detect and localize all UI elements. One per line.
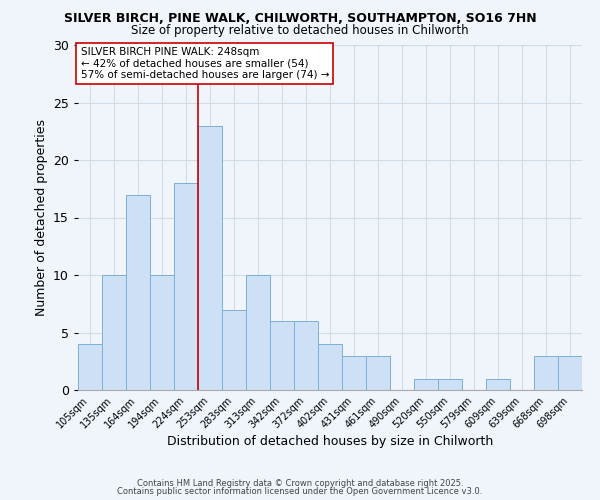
Bar	[246, 275, 270, 390]
Bar	[150, 275, 174, 390]
Text: Contains HM Land Registry data © Crown copyright and database right 2025.: Contains HM Land Registry data © Crown c…	[137, 478, 463, 488]
Bar	[198, 126, 222, 390]
Bar	[486, 378, 510, 390]
Bar	[342, 356, 366, 390]
Bar	[414, 378, 438, 390]
Bar	[318, 344, 342, 390]
Bar	[174, 183, 198, 390]
Bar	[294, 321, 318, 390]
Bar	[102, 275, 126, 390]
Text: SILVER BIRCH, PINE WALK, CHILWORTH, SOUTHAMPTON, SO16 7HN: SILVER BIRCH, PINE WALK, CHILWORTH, SOUT…	[64, 12, 536, 26]
Bar	[534, 356, 558, 390]
X-axis label: Distribution of detached houses by size in Chilworth: Distribution of detached houses by size …	[167, 436, 493, 448]
Text: SILVER BIRCH PINE WALK: 248sqm
← 42% of detached houses are smaller (54)
57% of : SILVER BIRCH PINE WALK: 248sqm ← 42% of …	[80, 46, 329, 80]
Bar	[438, 378, 462, 390]
Text: Size of property relative to detached houses in Chilworth: Size of property relative to detached ho…	[131, 24, 469, 37]
Bar	[558, 356, 582, 390]
Bar	[366, 356, 390, 390]
Bar	[222, 310, 246, 390]
Text: Contains public sector information licensed under the Open Government Licence v3: Contains public sector information licen…	[118, 487, 482, 496]
Y-axis label: Number of detached properties: Number of detached properties	[35, 119, 47, 316]
Bar	[270, 321, 294, 390]
Bar	[126, 194, 150, 390]
Bar	[78, 344, 102, 390]
